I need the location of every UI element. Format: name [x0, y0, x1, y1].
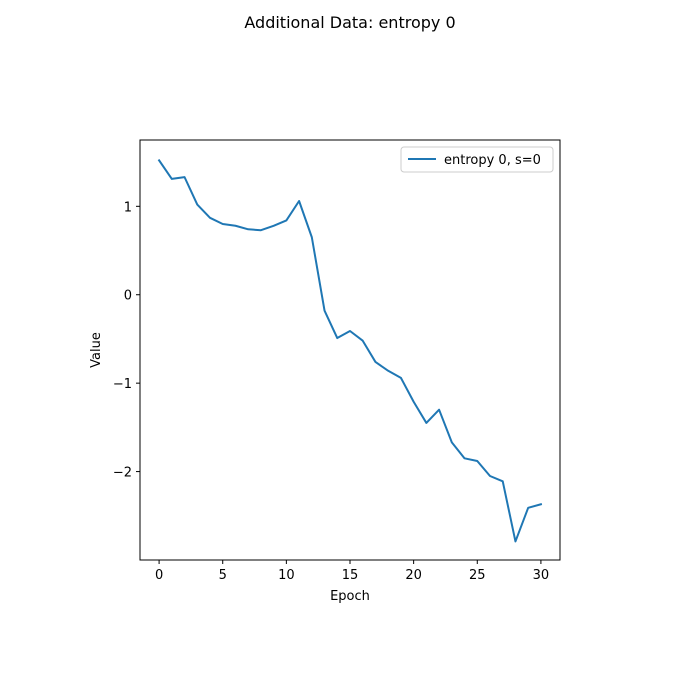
- legend-box: [400, 146, 554, 173]
- plot-area-frame: [139, 139, 561, 561]
- y-tick-label: 0: [124, 289, 132, 304]
- series-layer: [157, 158, 543, 543]
- x-axis: 0 5 10 15 20 25 30: [155, 560, 549, 583]
- y-axis: 1 0 −1 −2: [113, 200, 140, 481]
- x-tick-label: 5: [219, 568, 227, 583]
- x-axis-label: Epoch: [330, 589, 370, 604]
- x-tick-label: 15: [342, 568, 359, 583]
- y-axis-label: Value: [89, 332, 104, 368]
- y-tick-label: −2: [113, 466, 132, 481]
- x-tick-label: 0: [155, 568, 163, 583]
- chart-title: Additional Data: entropy 0: [244, 13, 455, 32]
- x-tick-label: 10: [278, 568, 295, 583]
- x-tick-label: 20: [405, 568, 422, 583]
- y-tick-label: 1: [124, 200, 132, 215]
- series-line: [157, 158, 543, 543]
- legend-entry-label: entropy 0, s=0: [444, 153, 541, 168]
- x-tick-label: 30: [533, 568, 550, 583]
- y-tick-label: −1: [113, 377, 132, 392]
- legend: entropy 0, s=0: [400, 146, 554, 173]
- x-tick-label: 25: [469, 568, 486, 583]
